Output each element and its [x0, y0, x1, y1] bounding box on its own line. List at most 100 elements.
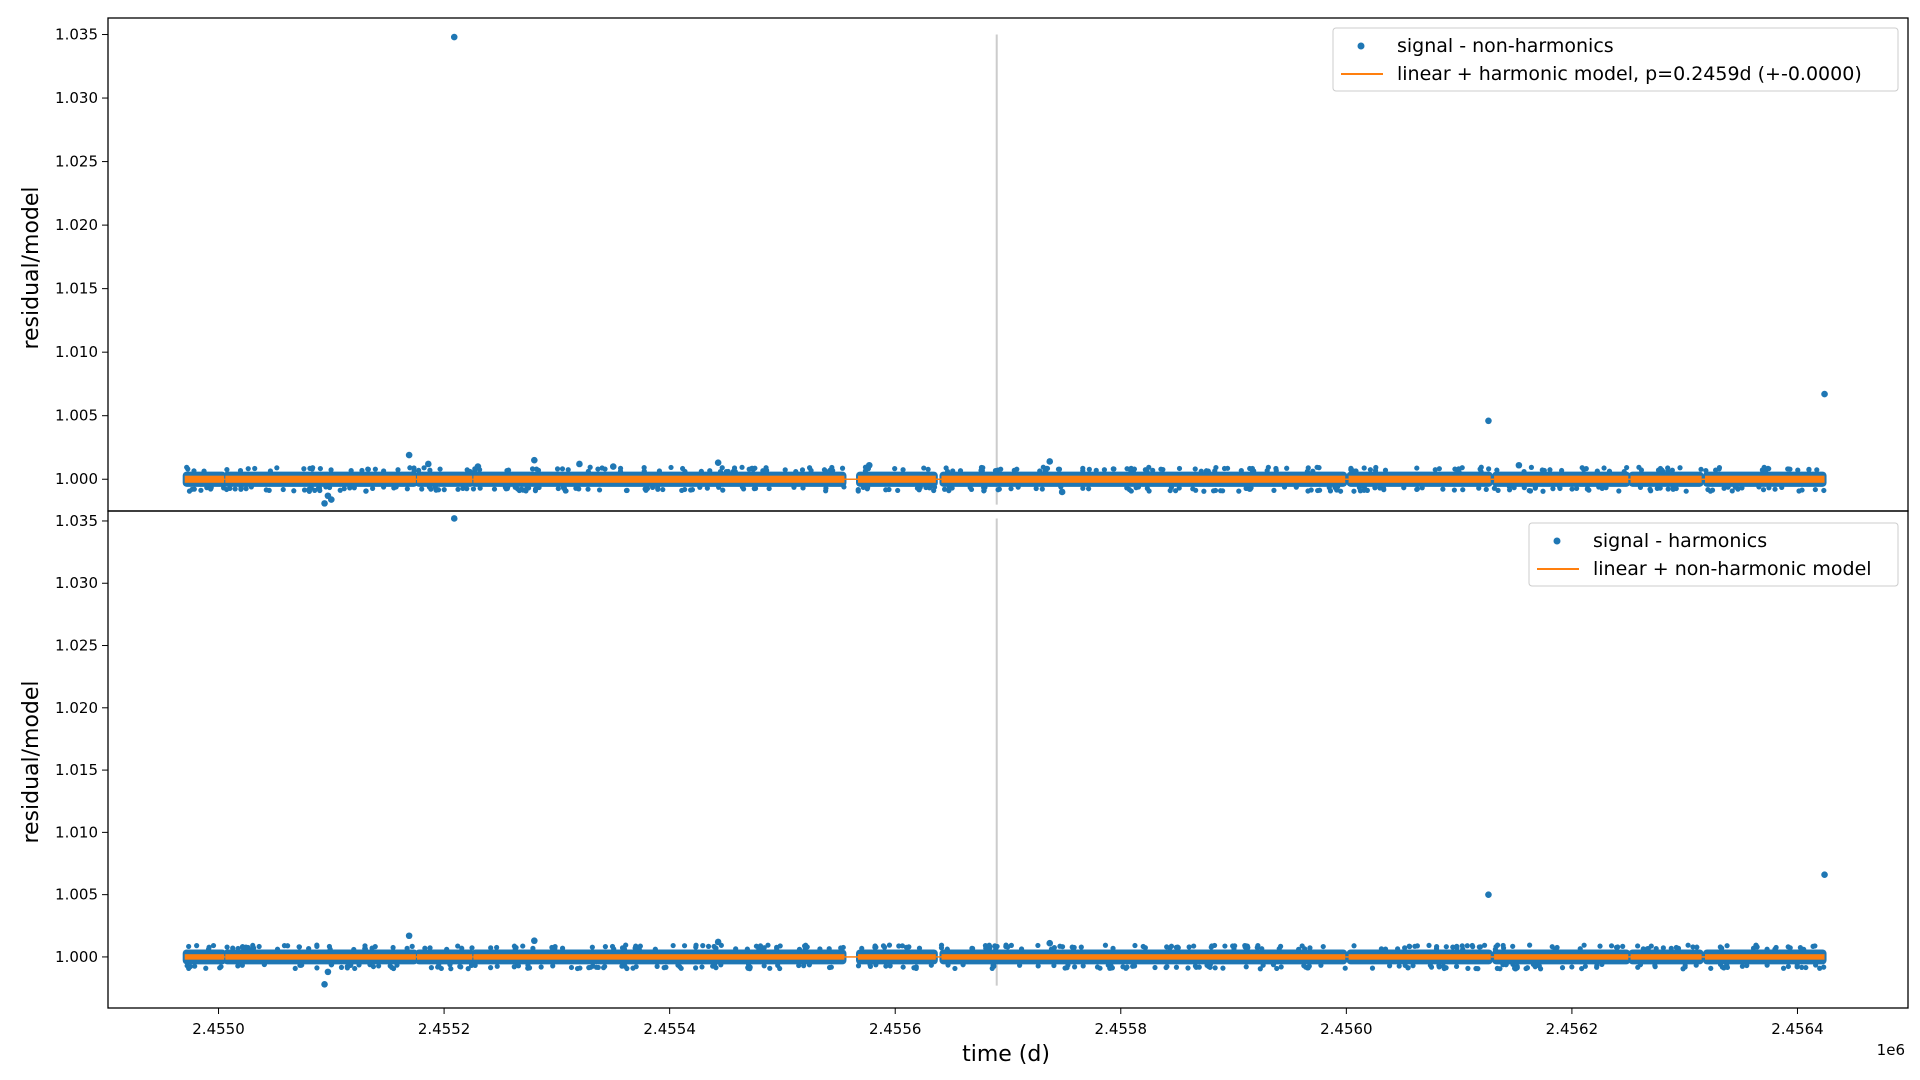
bottom-signal-point [886, 942, 893, 948]
bottom-model-line [858, 954, 936, 960]
bottom-signal-point [1080, 963, 1086, 969]
bottom-signal-point [1476, 944, 1482, 950]
top-signal-point [1361, 465, 1367, 471]
top-signal-point [689, 487, 696, 493]
top-signal-point [433, 487, 439, 493]
top-signal-point [1205, 468, 1211, 474]
top-signal-point [1126, 486, 1132, 493]
top-signal-point [184, 464, 190, 470]
bottom-signal-point [855, 963, 862, 969]
bottom-signal-point [1351, 943, 1357, 949]
top-y-tick-label: 1.025 [55, 153, 98, 171]
bottom-signal-point [568, 964, 575, 971]
bottom-signal-point [1173, 964, 1180, 970]
bottom-signal-point [1577, 946, 1583, 952]
bottom-signal-point [1615, 944, 1621, 950]
bottom-signal-point [1207, 962, 1213, 968]
bottom-signal-point [1640, 946, 1646, 952]
bottom-signal-point [1652, 962, 1658, 969]
bottom-signal-point [251, 945, 257, 951]
top-signal-point [348, 467, 354, 474]
top-panel: 1.000 1.005 1.010 1.015 1.020 1.025 1.030 1.035… [19, 17, 1909, 512]
top-signal-point [650, 484, 656, 491]
bottom-signal-point [916, 945, 923, 951]
bottom-signal-point [559, 945, 566, 951]
top-signal-point [441, 487, 447, 493]
top-model-line [941, 475, 1346, 483]
bottom-signal-point [314, 965, 320, 971]
bottom-signal-point [633, 964, 639, 970]
bottom-signal-point [1473, 965, 1479, 972]
top-signal-point [1133, 485, 1139, 491]
top-signal-point [559, 466, 566, 472]
bottom-signal-point [747, 965, 753, 971]
top-signal-point [585, 486, 591, 492]
top-y-tick-label: 1.020 [55, 216, 98, 234]
top-signal-point [1476, 485, 1482, 491]
bottom-signal-point [1378, 946, 1385, 952]
top-signal-point [1527, 488, 1534, 494]
bottom-signal-point [1744, 962, 1750, 969]
top-signal-point [1550, 486, 1556, 492]
x-tick-label: 2.4560 [1320, 1020, 1373, 1038]
top-signal-point [998, 466, 1004, 472]
bottom-signal-point [344, 965, 350, 971]
bottom-legend-point-swatch [1553, 537, 1561, 545]
top-signal-point [752, 485, 759, 491]
top-signal-point [224, 486, 230, 493]
top-signal-point [585, 468, 591, 474]
bottom-signal-point [1817, 965, 1823, 971]
top-signal-point [1821, 487, 1827, 494]
bottom-signal-point [1537, 966, 1544, 972]
top-signal-point [982, 484, 988, 490]
top-outlier-point [714, 459, 722, 467]
top-signal-point [900, 467, 906, 473]
bottom-signal-point [469, 945, 475, 951]
bottom-signal-point [1673, 944, 1679, 951]
top-signal-point [1316, 465, 1322, 471]
top-signal-point [782, 467, 788, 473]
bottom-outlier-point [450, 515, 458, 522]
bottom-signal-point [873, 962, 879, 968]
bottom-signal-point [1071, 944, 1077, 951]
top-signal-point [328, 467, 334, 473]
top-signal-point [749, 465, 755, 472]
top-signal-point [641, 468, 647, 474]
bottom-signal-point [1120, 964, 1126, 970]
bottom-signal-point [900, 964, 906, 970]
top-signal-point [992, 467, 999, 474]
bottom-signal-point [351, 946, 357, 953]
top-signal-point [1058, 484, 1064, 490]
top-signal-point [823, 485, 829, 491]
bottom-signal-point [1299, 943, 1305, 949]
bottom-signal-point [194, 943, 200, 949]
bottom-signal-point [744, 946, 750, 952]
bottom-legend-entry-model: linear + non-harmonic model [1593, 558, 1872, 580]
top-signal-point [1220, 488, 1226, 494]
bottom-signal-point [538, 964, 544, 970]
top-signal-point [565, 467, 571, 473]
bottom-signal-point [1078, 944, 1084, 950]
top-signal-point [1559, 467, 1565, 474]
top-signal-point [1284, 465, 1290, 471]
bottom-signal-point [801, 943, 808, 949]
bottom-signal-point [765, 942, 771, 948]
bottom-signal-point [328, 962, 335, 968]
bottom-signal-point [1803, 964, 1809, 971]
top-signal-point [505, 467, 512, 473]
top-signal-point [306, 488, 312, 494]
bottom-signal-point [394, 962, 400, 968]
top-signal-point [1014, 466, 1020, 472]
top-outlier-point [1485, 417, 1492, 425]
x-tick-label: 2.4554 [643, 1020, 696, 1038]
top-outlier-point [865, 461, 873, 469]
bottom-signal-point [1410, 963, 1416, 969]
top-signal-point [1380, 485, 1387, 491]
bottom-signal-point [991, 963, 997, 969]
bottom-signal-point [796, 946, 803, 952]
top-signal-point [1583, 466, 1589, 472]
bottom-signal-point [1549, 944, 1555, 950]
top-signal-point [1361, 487, 1368, 493]
top-signal-point [1251, 468, 1257, 474]
x-tick-label: 2.4562 [1546, 1020, 1599, 1038]
